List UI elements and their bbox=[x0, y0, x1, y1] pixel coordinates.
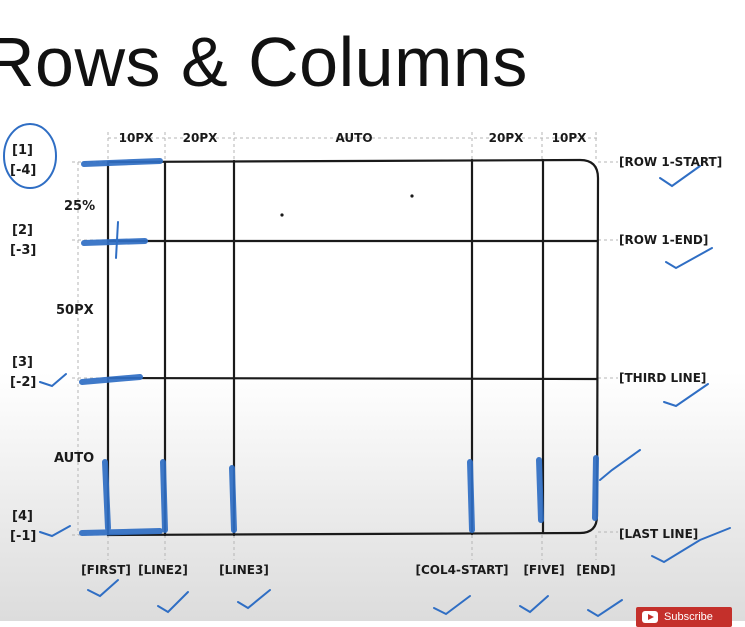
stray-dots bbox=[280, 194, 414, 217]
row-size-1: 25% bbox=[64, 199, 95, 214]
row-line-2-positive: [2] bbox=[12, 223, 33, 238]
column-size-3: AUTO bbox=[335, 131, 372, 145]
column-size-4: 20PX bbox=[489, 131, 524, 145]
column-size-2: 20PX bbox=[183, 131, 218, 145]
row-line-4-positive: [4] bbox=[12, 509, 33, 524]
grid-lines bbox=[106, 158, 600, 537]
column-line-name-1: [FIRST] bbox=[81, 563, 131, 577]
row-line-1-positive: [1] bbox=[12, 143, 33, 158]
column-line-name-3: [LINE3] bbox=[219, 563, 269, 577]
subscribe-label: Subscribe bbox=[664, 611, 713, 623]
column-guides bbox=[72, 132, 618, 560]
youtube-play-icon bbox=[642, 611, 658, 623]
row-line-4-negative: [-1] bbox=[10, 529, 36, 544]
row-line-3-positive: [3] bbox=[12, 355, 33, 370]
column-size-1: 10PX bbox=[119, 131, 154, 145]
row-size-2: 50PX bbox=[56, 303, 94, 318]
row-line-3-negative: [-2] bbox=[10, 375, 36, 390]
column-line-name-6: [END] bbox=[576, 563, 615, 577]
row-line-name-4: [LAST LINE] bbox=[619, 527, 698, 541]
row-line-name-2: [ROW 1-END] bbox=[619, 233, 708, 247]
column-line-name-2: [LINE2] bbox=[138, 563, 188, 577]
column-line-name-4: [COL4-START] bbox=[415, 563, 508, 577]
marker-annotations bbox=[3, 123, 731, 618]
column-size-5: 10PX bbox=[552, 131, 587, 145]
row-line-2-negative: [-3] bbox=[10, 243, 36, 258]
slide-title: Rows & Columns bbox=[0, 23, 528, 101]
row-line-name-1: [ROW 1-START] bbox=[619, 155, 722, 169]
row-line-name-3: [THIRD LINE] bbox=[619, 371, 706, 385]
row-size-3: AUTO bbox=[54, 451, 94, 466]
row-line-1-negative: [-4] bbox=[10, 163, 36, 178]
subscribe-button[interactable]: Subscribe bbox=[636, 607, 732, 627]
marker-highlights bbox=[79, 158, 599, 536]
column-line-name-5: [FIVE] bbox=[523, 563, 564, 577]
